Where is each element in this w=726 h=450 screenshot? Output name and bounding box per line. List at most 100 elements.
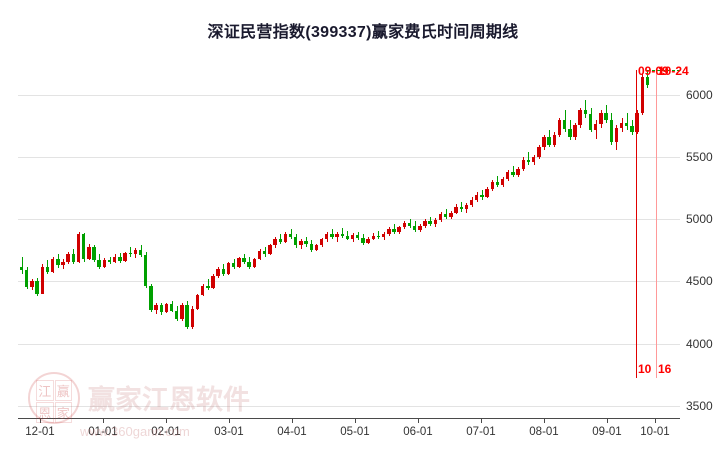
candle-wick xyxy=(446,209,447,220)
x-axis-tick-mark xyxy=(418,418,419,423)
candle-body xyxy=(619,122,624,128)
candle-body xyxy=(76,234,81,262)
candle-body xyxy=(459,206,463,210)
gridline xyxy=(18,157,680,159)
x-axis-tick-label: 06-01 xyxy=(403,426,433,438)
x-axis-tick-mark xyxy=(229,418,230,423)
candle-body xyxy=(562,120,567,129)
x-axis-tick-label: 12-01 xyxy=(25,426,55,438)
candle-body xyxy=(25,270,29,288)
brand-logo-watermark: 江赢恩家 xyxy=(28,372,80,424)
candle-body xyxy=(66,254,70,262)
candle-body xyxy=(402,223,407,228)
candle-body xyxy=(361,238,365,243)
candle-body xyxy=(552,134,557,145)
candle-body xyxy=(464,205,469,210)
candle-body xyxy=(56,259,60,266)
brand-logo-glyphs: 江赢恩家 xyxy=(36,380,72,423)
x-axis-tick-label: 05-01 xyxy=(340,426,370,438)
candle-body xyxy=(237,258,241,267)
cycle-date-label: 09-09 xyxy=(638,64,669,78)
candle-body xyxy=(35,281,39,294)
y-axis-tick-label: 3500 xyxy=(686,398,713,413)
brand-logo-glyph: 赢 xyxy=(54,380,72,401)
candle-body xyxy=(206,286,210,289)
candle-body xyxy=(516,169,520,175)
candle-body xyxy=(175,310,179,320)
brand-logo-glyph: 江 xyxy=(36,380,54,401)
x-axis-tick-label: 01-01 xyxy=(88,426,118,438)
candle-body xyxy=(475,194,479,200)
candle-body xyxy=(138,250,143,256)
candle-wick xyxy=(513,166,514,178)
candle-body xyxy=(392,229,396,232)
candle-body xyxy=(371,235,375,239)
candle-wick xyxy=(130,246,131,257)
cycle-number-label: 10 xyxy=(638,362,652,376)
candle-body xyxy=(599,112,603,124)
gridline xyxy=(18,95,680,97)
y-axis-tick-label: 4000 xyxy=(686,336,713,351)
candle-body xyxy=(314,245,319,250)
candle-body xyxy=(102,260,107,268)
candle-body xyxy=(511,172,515,175)
cycle-vertical-line[interactable] xyxy=(636,70,637,378)
candle-body xyxy=(195,295,200,309)
candle-body xyxy=(506,172,510,180)
x-axis-tick-label: 03-01 xyxy=(214,426,244,438)
candle-body xyxy=(190,308,194,327)
candle-body xyxy=(262,251,267,255)
candle-body xyxy=(418,226,422,230)
candle-body xyxy=(433,220,438,224)
candle-body xyxy=(118,256,122,261)
candle-body xyxy=(573,125,577,138)
candle-body xyxy=(542,137,546,148)
candle-body xyxy=(366,238,370,243)
gridline xyxy=(18,281,680,283)
candle-body xyxy=(526,159,531,162)
candle-body xyxy=(159,305,163,312)
candle-body xyxy=(97,260,101,268)
candle-body xyxy=(407,223,412,226)
candle-body xyxy=(211,275,215,289)
candle-wick xyxy=(342,228,343,238)
candle-body xyxy=(185,305,189,327)
candle-body xyxy=(273,238,277,246)
x-axis-line xyxy=(18,418,680,419)
x-axis-tick-label: 08-01 xyxy=(529,426,559,438)
candle-body xyxy=(128,252,132,255)
cycle-vertical-line[interactable] xyxy=(656,70,657,378)
candle-wick xyxy=(585,100,586,118)
y-axis-tick-label: 5000 xyxy=(686,212,713,227)
candle-body xyxy=(133,250,138,255)
chart-plot-area[interactable] xyxy=(18,58,680,418)
candle-body xyxy=(268,245,272,255)
candle-body xyxy=(299,241,303,246)
candle-body xyxy=(107,260,112,263)
candle-wick xyxy=(22,256,23,274)
brand-logo-glyph: 家 xyxy=(54,402,72,423)
candle-body xyxy=(645,76,650,86)
candle-body xyxy=(325,234,329,240)
candle-wick xyxy=(332,229,333,240)
candle-body xyxy=(92,246,96,261)
candle-wick xyxy=(378,230,379,240)
candle-body xyxy=(113,256,117,263)
candle-wick xyxy=(337,231,338,242)
candle-wick xyxy=(497,175,498,188)
candle-body xyxy=(583,110,588,114)
x-axis-tick-label: 10-01 xyxy=(640,426,670,438)
candle-body xyxy=(180,305,184,320)
candle-body xyxy=(278,238,282,242)
brand-logo-glyph: 恩 xyxy=(36,402,54,423)
candle-body xyxy=(568,128,572,138)
candle-body xyxy=(226,263,231,274)
candle-body xyxy=(164,303,169,312)
candle-body xyxy=(304,241,308,245)
candle-body xyxy=(350,234,355,239)
candle-body xyxy=(521,159,525,170)
candle-wick xyxy=(347,230,348,241)
x-axis-tick-label: 07-01 xyxy=(466,426,496,438)
cycle-number-label: 16 xyxy=(658,362,672,376)
y-axis-tick-label: 6000 xyxy=(686,88,713,103)
